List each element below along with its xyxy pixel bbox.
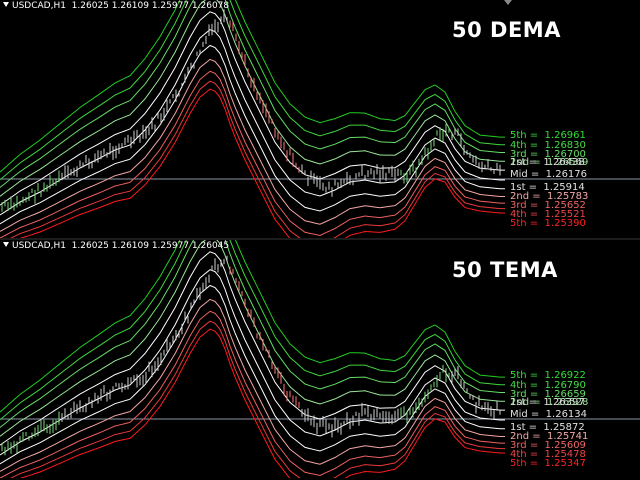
level-label-3rd: 3rd = 1.25652 — [510, 200, 586, 211]
indicator-title: 50 TEMA — [452, 258, 558, 282]
band-line — [0, 269, 505, 456]
band-line — [0, 44, 505, 225]
chart-panel-dema[interactable]: USDCAD,H1 1.26025 1.26109 1.25977 1.2607… — [0, 0, 640, 238]
level-label-2nd: 2nd = 1.25741 — [510, 431, 589, 442]
level-label-2nd: 2nd = 1.26569 — [510, 157, 589, 168]
panel-separator[interactable] — [0, 238, 640, 240]
symbol-header: USDCAD,H1 1.26025 1.26109 1.25977 1.2607… — [3, 1, 229, 11]
dropdown-triangle-icon[interactable] — [3, 2, 9, 7]
level-label-5th: 5th = 1.26961 — [510, 130, 586, 141]
shift-marker-icon[interactable] — [504, 0, 512, 5]
price-chart-canvas[interactable] — [0, 240, 640, 478]
band-line — [10, 80, 505, 238]
band-line — [0, 240, 505, 437]
level-label-5th: 5th = 1.26922 — [510, 370, 586, 381]
band-line — [0, 310, 505, 478]
dropdown-triangle-icon[interactable] — [3, 242, 9, 247]
band-line — [0, 58, 505, 232]
band-line — [0, 240, 505, 421]
level-label-3rd: 3rd = 1.26700 — [510, 149, 586, 160]
price-chart-canvas[interactable] — [0, 0, 640, 238]
symbol-header-text: USDCAD,H1 1.26025 1.26109 1.25977 1.2607… — [12, 1, 230, 11]
band-line — [19, 328, 505, 478]
level-label-mid: Mid = 1.26134 — [510, 409, 588, 420]
level-label-4th: 4th = 1.26790 — [510, 380, 586, 391]
band-line — [0, 0, 505, 173]
level-label-4th: 4th = 1.26830 — [510, 140, 586, 151]
band-line — [0, 251, 505, 446]
level-label-mid: Mid = 1.26176 — [510, 169, 588, 180]
band-line — [0, 284, 505, 465]
band-line — [0, 240, 505, 428]
level-label-1st: 1st = 1.25872 — [510, 422, 585, 433]
band-line — [0, 70, 505, 238]
level-label-2nd: 2nd = 1.26528 — [510, 397, 589, 408]
band-line — [0, 0, 505, 181]
level-label-5th: 5th = 1.25347 — [510, 458, 586, 469]
band-line — [0, 11, 505, 206]
band-line — [0, 298, 505, 472]
band-line — [0, 29, 505, 216]
level-label-3rd: 3rd = 1.26659 — [510, 389, 586, 400]
level-label-1st: 1st = 1.26397 — [510, 397, 585, 408]
level-label-1st: 1st = 1.25914 — [510, 182, 585, 193]
level-label-3rd: 3rd = 1.25609 — [510, 440, 586, 451]
band-line — [10, 320, 505, 478]
indicator-title: 50 DEMA — [452, 18, 561, 42]
level-label-1st: 1st = 1.26438 — [510, 157, 585, 168]
level-label-2nd: 2nd = 1.25783 — [510, 191, 589, 202]
symbol-header-text: USDCAD,H1 1.26025 1.26109 1.25977 1.2604… — [12, 241, 230, 251]
band-line — [19, 88, 505, 238]
band-line — [0, 240, 505, 413]
level-label-4th: 4th = 1.25521 — [510, 209, 586, 220]
symbol-header: USDCAD,H1 1.26025 1.26109 1.25977 1.2604… — [3, 241, 229, 251]
chart-panel-tema[interactable]: USDCAD,H1 1.26025 1.26109 1.25977 1.2604… — [0, 240, 640, 478]
level-label-5th: 5th = 1.25390 — [510, 218, 586, 229]
level-label-4th: 4th = 1.25478 — [510, 449, 586, 460]
band-line — [0, 0, 505, 197]
band-line — [0, 0, 505, 188]
